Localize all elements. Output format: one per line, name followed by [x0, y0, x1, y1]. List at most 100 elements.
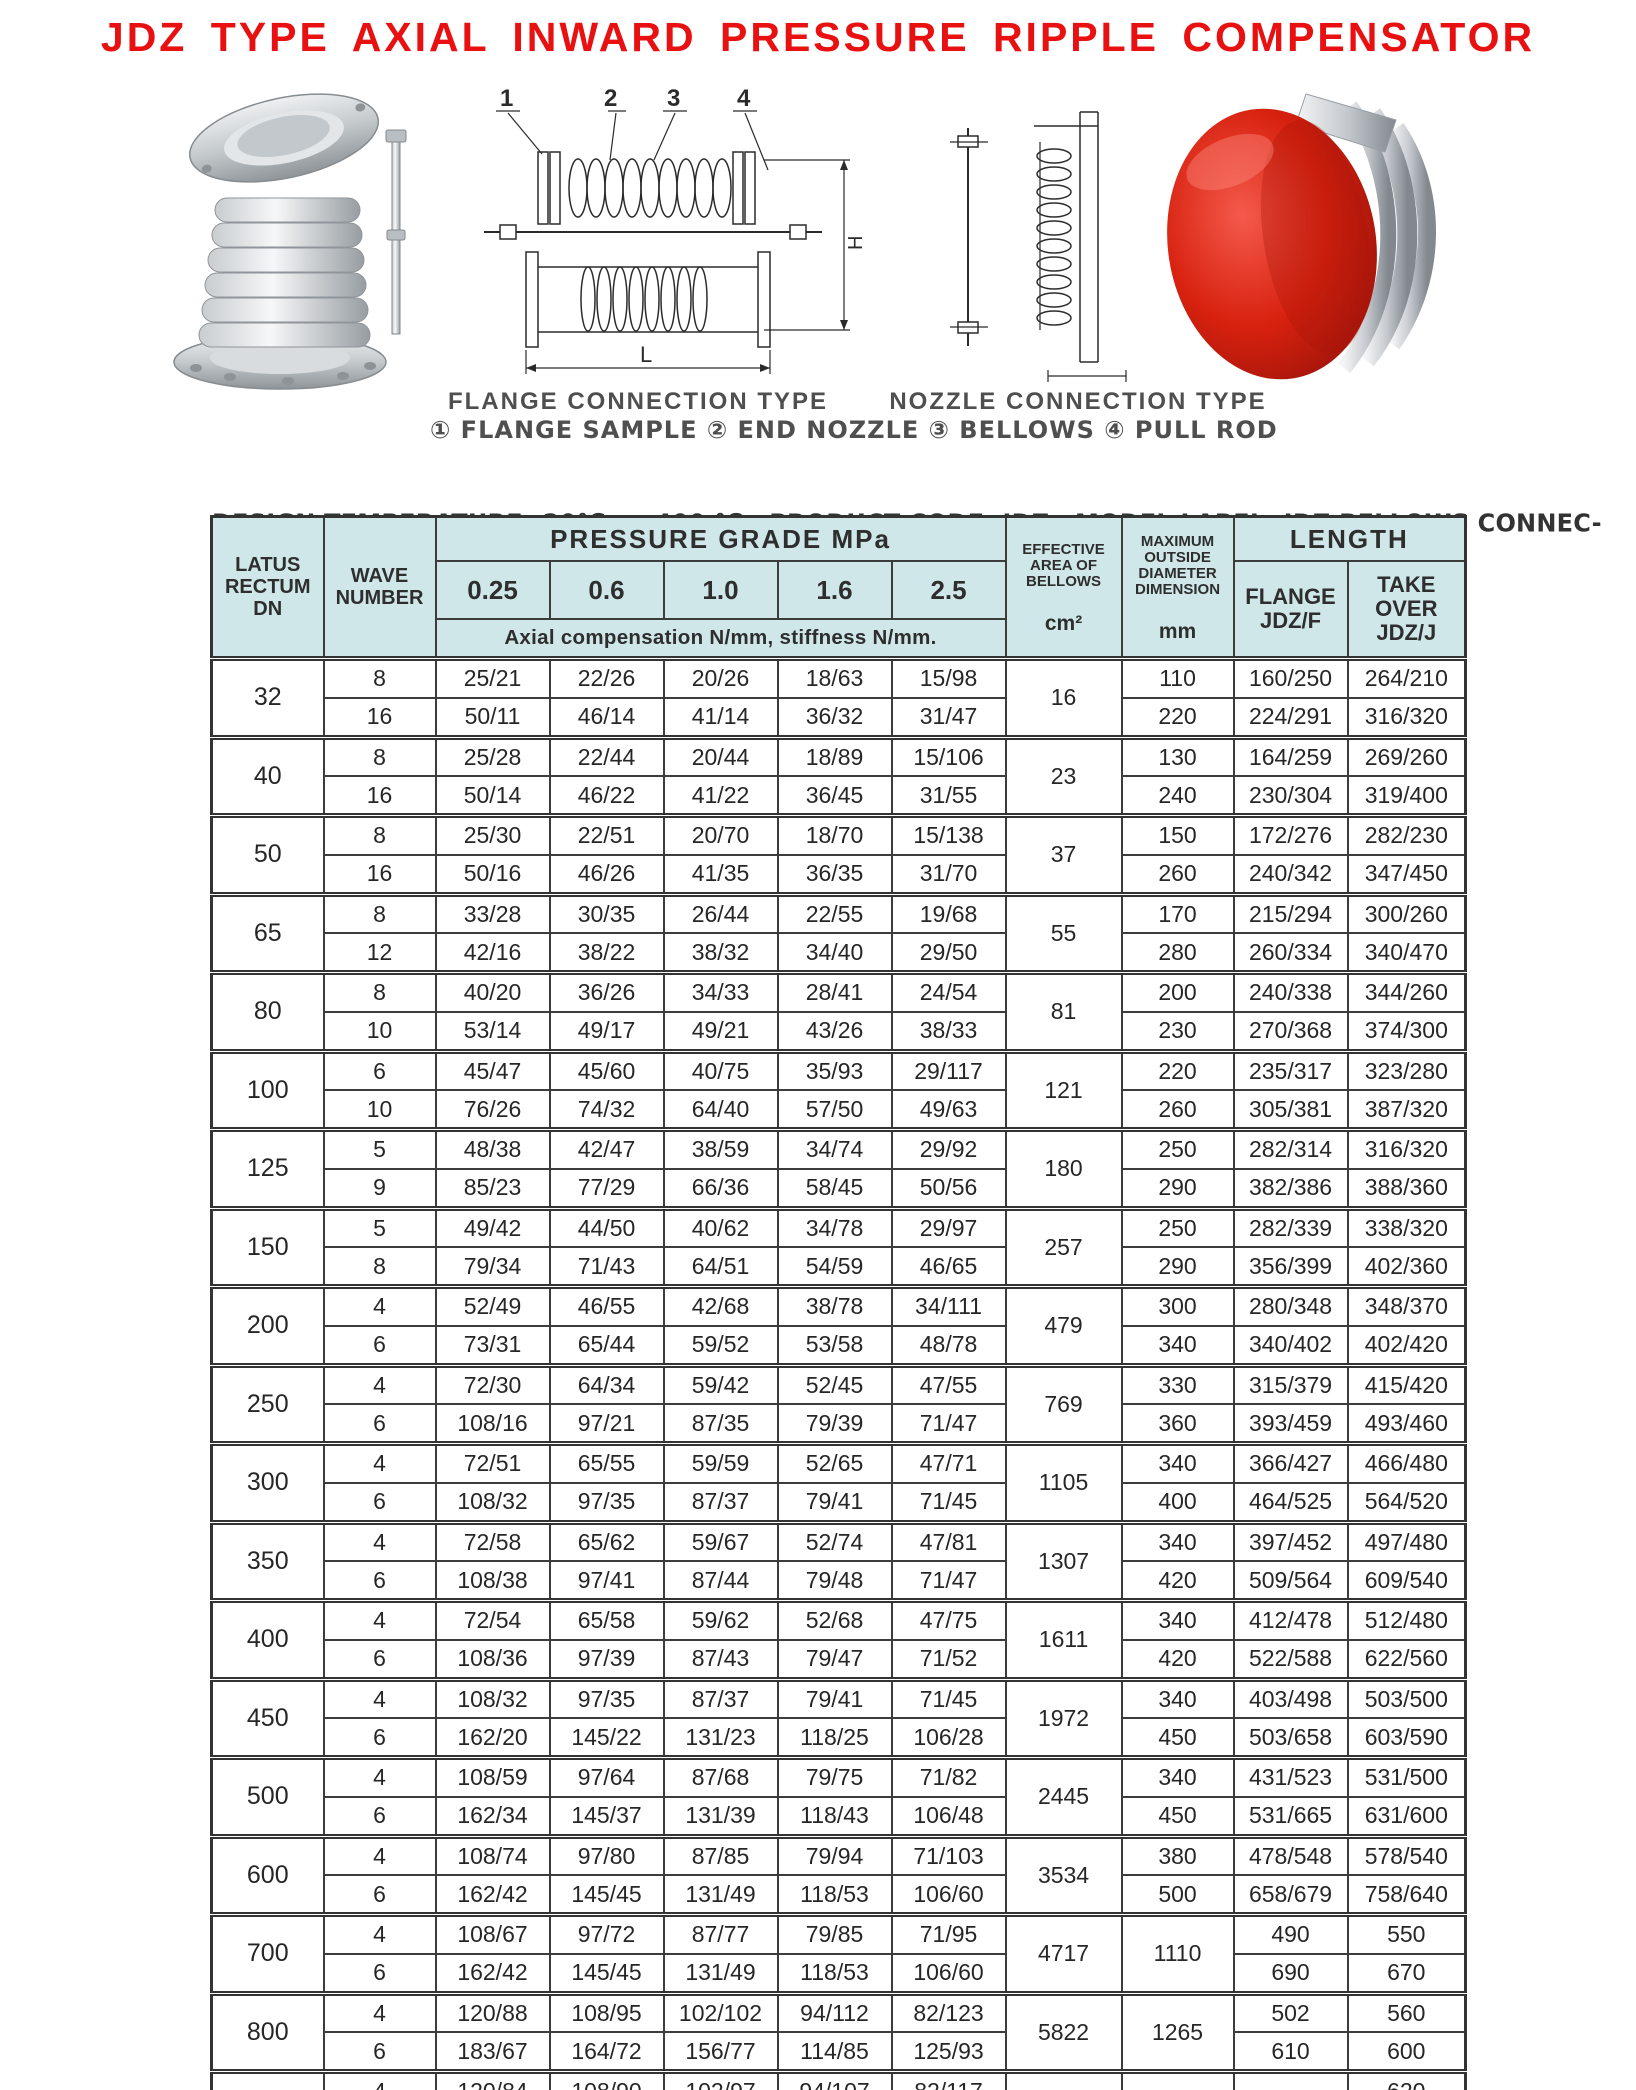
spec-row-dn-250-wave-4: 250 4 72/30 64/34 59/42 52/45 47/55 769 330 315/3… [210, 1362, 1467, 1445]
pressure-cell-0.6: 49/17 [548, 1010, 665, 1053]
spec-row-dn-450-wave-4: 450 4 108/32 97/35 87/37 79/41 71/45 1972 340 403… [210, 1676, 1467, 1759]
effective-area-cell: 5822 [1004, 1990, 1123, 2073]
effective-area-cell: 257 [1004, 1205, 1123, 1288]
pressure-cell-0.25: 76/26 [434, 1089, 551, 1131]
pressure-cell-2.5: 24/54 [890, 969, 1007, 1013]
header-pressure-2.5: 2.5 [890, 560, 1007, 620]
pressure-cell-0.25: 25/28 [434, 734, 551, 778]
flange-cell: 235/317 [1232, 1048, 1349, 1092]
pressure-cell-2.5: 71/52 [890, 1638, 1007, 1681]
spec-row-dn-600-wave-6: 6 162/42 145/45 131/49 118/53 106/60 500 658/67… [212, 1874, 1467, 1916]
pressure-cell-0.25: 49/42 [434, 1205, 551, 1249]
nozzle-pipe [1034, 111, 1099, 363]
pressure-cell-1.6: 94/112 [776, 1990, 893, 2034]
dn-cell: 250 [210, 1362, 325, 1445]
take-over-cell: 348/370 [1346, 1283, 1467, 1327]
flange-cell: 464/525 [1232, 1481, 1349, 1524]
callout-4: 4 [737, 85, 751, 112]
max-dim-cell: 340 [1120, 1676, 1235, 1720]
dn-cell: 400 [210, 1598, 325, 1680]
pressure-cell-1.6: 53/58 [776, 1324, 893, 1367]
spec-row-dn-350-wave-4: 350 4 72/58 65/62 59/67 52/74 47/81 1307 340 397/… [210, 1519, 1467, 1602]
max-dim-cell: 150 [1120, 812, 1235, 856]
flange-cell: 215/294 [1232, 891, 1349, 935]
corrugations [580, 266, 708, 332]
pressure-cell-0.25: 120/88 [434, 1990, 551, 2034]
effective-area-cell: 2445 [1004, 1755, 1123, 1837]
take-over-cell: 564/520 [1346, 1481, 1467, 1524]
wave-cell: 4 [322, 1283, 437, 1327]
pressure-cell-2.5: 71/95 [890, 1911, 1007, 1955]
pressure-cell-1.0: 102/97 [662, 2068, 779, 2090]
page-title: JDZ TYPE AXIAL INWARD PRESSURE RIPPLE CO… [100, 14, 1536, 60]
pressure-cell-0.25: 72/58 [434, 1519, 551, 1563]
effective-area-cell: 3534 [1004, 1833, 1123, 1916]
take-over-cell: 387/320 [1346, 1089, 1467, 1131]
effective-area-cell: 81 [1004, 970, 1123, 1052]
wave-cell: 4 [322, 1362, 437, 1406]
pressure-cell-0.6: 97/80 [548, 1833, 665, 1877]
flange-cell: 160/250 [1232, 655, 1349, 699]
pressure-cell-2.5: 106/48 [890, 1795, 1007, 1838]
pressure-cell-1.6: 94/107 [776, 2068, 893, 2090]
pressure-cell-2.5: 31/70 [890, 853, 1007, 896]
flange-cell: 382/386 [1232, 1167, 1349, 1210]
dn-cell: 65 [210, 891, 325, 974]
max-dim-cell: 340 [1120, 1754, 1235, 1798]
pressure-cell-2.5: 47/75 [890, 1597, 1007, 1641]
pressure-cell-0.25: 108/36 [434, 1638, 551, 1681]
pressure-cell-2.5: 15/106 [890, 734, 1007, 778]
spec-row-dn-400-wave-6: 6 108/36 97/39 87/43 79/47 71/52 420 522/588 622… [212, 1638, 1467, 1681]
flange-cell: 658/679 [1232, 1874, 1349, 1916]
spec-row-dn-40-wave-8: 40 8 25/28 22/44 20/44 18/89 15/106 23 130 164/25… [210, 734, 1467, 817]
flange-cell: 690 [1232, 1952, 1349, 1995]
pressure-cell-0.25: 85/23 [434, 1167, 551, 1210]
max-dim-cell: 340 [1120, 1324, 1235, 1367]
bellows-coil [568, 158, 732, 218]
take-over-cell: 466/480 [1346, 1440, 1467, 1484]
top-collar [1295, 93, 1397, 153]
pressure-cell-0.25: 40/20 [434, 969, 551, 1013]
pressure-cell-0.25: 108/32 [434, 1676, 551, 1720]
flange-cell: 393/459 [1232, 1403, 1349, 1445]
header-effective-area: EFFECTIVE AREA OF BELLOWS cm² [1004, 515, 1123, 660]
tie-rod [385, 129, 407, 335]
pressure-cell-0.6: 145/45 [548, 1874, 665, 1916]
flange-cell: 503/658 [1232, 1717, 1349, 1759]
flange-cell: 240/338 [1232, 969, 1349, 1013]
flange-cell: 270/368 [1232, 1010, 1349, 1053]
pressure-cell-0.25: 25/21 [434, 655, 551, 699]
pressure-cell-0.6: 97/35 [548, 1481, 665, 1524]
pressure-cell-0.6: 97/64 [548, 1754, 665, 1798]
pressure-cell-1.6: 58/45 [776, 1167, 893, 1210]
callout-1: 1 [500, 85, 513, 112]
spec-row-dn-500-wave-6: 6 162/34 145/37 131/39 118/43 106/48 450 531/66… [212, 1795, 1467, 1838]
wave-cell: 16 [322, 696, 437, 739]
dn-cell: 600 [210, 1833, 325, 1916]
flange-cell: 282/339 [1232, 1205, 1349, 1249]
pressure-cell-0.6: 38/22 [548, 932, 665, 974]
dn-cell: 900 [210, 2069, 325, 2090]
header-pressure-1.6: 1.6 [776, 560, 893, 620]
pressure-cell-2.5: 38/33 [890, 1010, 1007, 1053]
flange-cell: 412/478 [1232, 1597, 1349, 1641]
effective-area-cell: 769 [1004, 1362, 1123, 1445]
pressure-cell-0.6: 22/26 [548, 655, 665, 699]
pressure-cell-1.0: 87/77 [662, 1911, 779, 1955]
max-dim-cell: 130 [1120, 734, 1235, 778]
flange-cell: 431/523 [1232, 1754, 1349, 1798]
wave-cell: 4 [322, 1754, 437, 1798]
pressure-cell-2.5: 71/45 [890, 1481, 1007, 1524]
pressure-cell-1.0: 41/14 [662, 696, 779, 739]
take-over-cell: 603/590 [1346, 1717, 1467, 1759]
take-over-cell: 323/280 [1346, 1048, 1467, 1092]
flange-cell: 305/381 [1232, 1089, 1349, 1131]
effective-area-cell: 55 [1004, 891, 1123, 974]
pressure-cell-0.25: 108/32 [434, 1481, 551, 1524]
wave-cell: 6 [322, 1403, 437, 1445]
pressure-cell-1.0: 87/35 [662, 1403, 779, 1445]
pressure-cell-1.6: 18/89 [776, 734, 893, 778]
pressure-cell-1.0: 42/68 [662, 1283, 779, 1327]
pressure-cell-1.0: 40/75 [662, 1048, 779, 1092]
wave-cell: 4 [322, 1676, 437, 1720]
